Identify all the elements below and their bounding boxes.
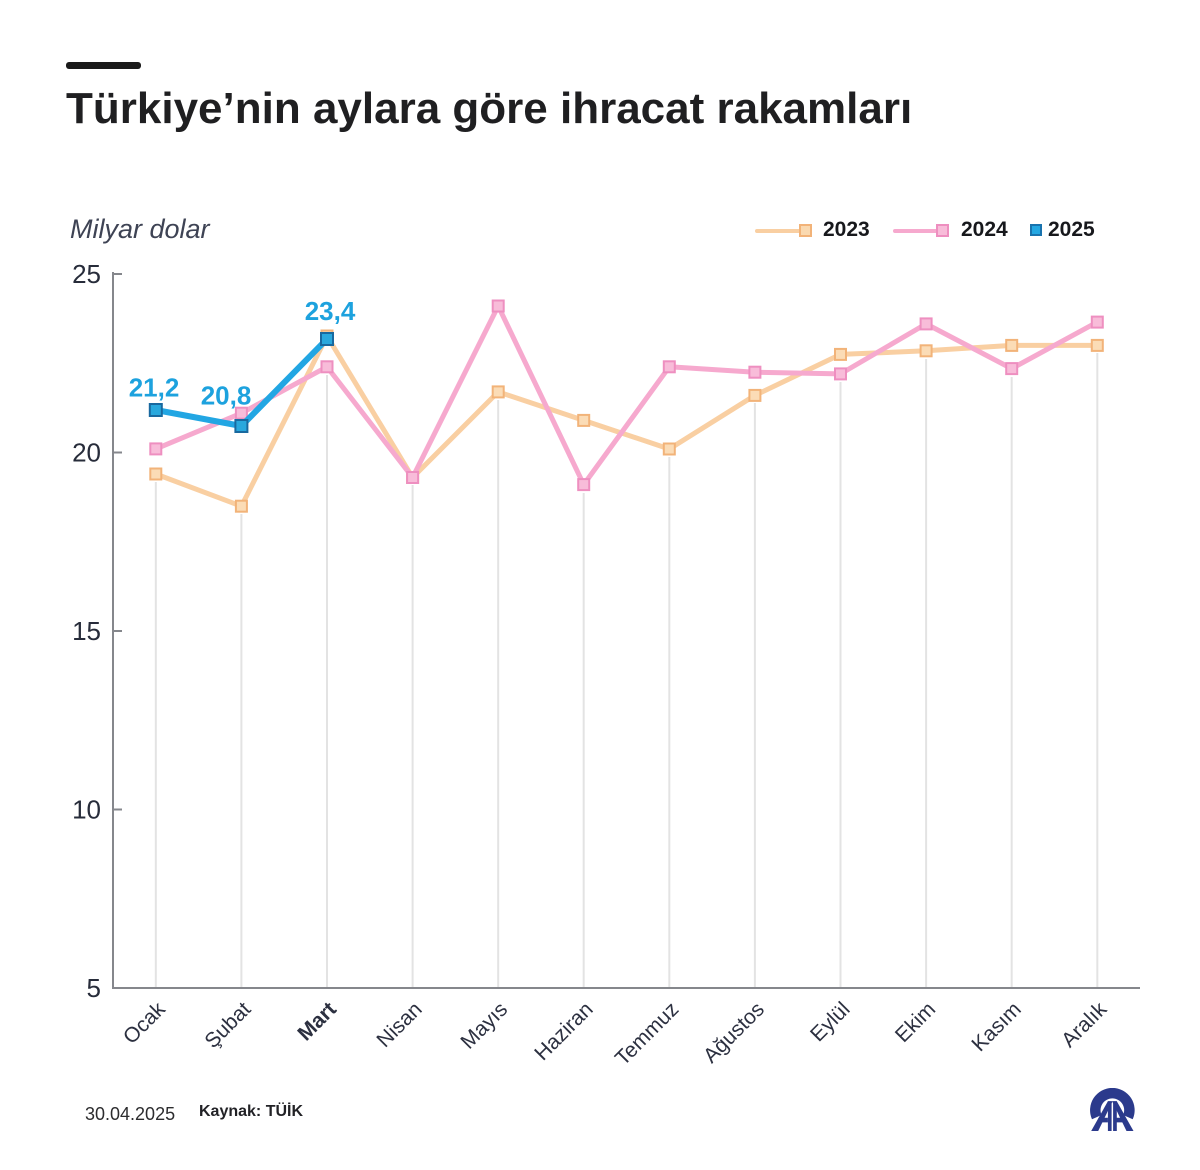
svg-text:Ağustos: Ağustos: [699, 998, 769, 1068]
svg-text:5: 5: [87, 973, 101, 1003]
svg-text:Nisan: Nisan: [372, 998, 426, 1052]
svg-text:Mart: Mart: [293, 998, 341, 1046]
svg-text:Mayıs: Mayıs: [456, 998, 512, 1054]
svg-text:Temmuz: Temmuz: [611, 998, 683, 1070]
svg-text:Haziran: Haziran: [530, 998, 597, 1065]
svg-text:Ekim: Ekim: [891, 998, 940, 1047]
svg-text:20: 20: [72, 438, 101, 468]
svg-text:25: 25: [72, 259, 101, 289]
svg-text:15: 15: [72, 616, 101, 646]
svg-text:23,4: 23,4: [305, 296, 356, 326]
svg-text:Ocak: Ocak: [119, 997, 170, 1048]
svg-text:20,8: 20,8: [201, 381, 252, 411]
svg-text:10: 10: [72, 795, 101, 825]
svg-text:Şubat: Şubat: [200, 998, 255, 1053]
svg-text:21,2: 21,2: [129, 373, 180, 403]
svg-text:Eylül: Eylül: [806, 998, 854, 1046]
svg-text:Kasım: Kasım: [967, 998, 1025, 1056]
svg-text:Aralık: Aralık: [1057, 997, 1112, 1052]
